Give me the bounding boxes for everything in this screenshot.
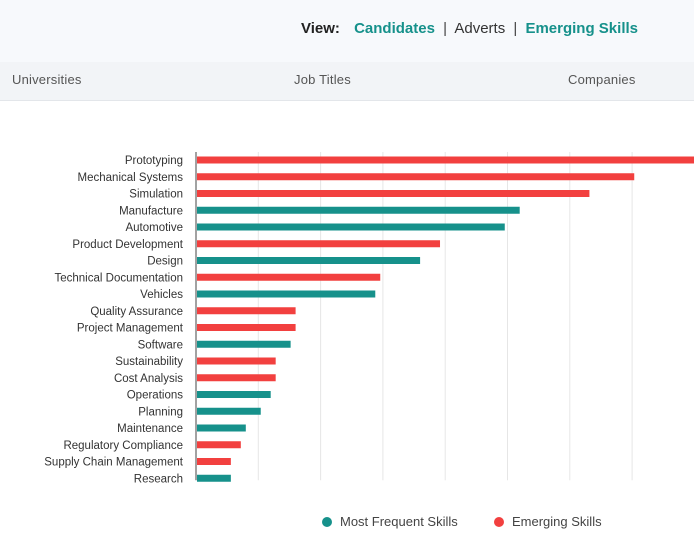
legend-dot-teal [322, 516, 332, 527]
bar[interactable] [197, 407, 261, 415]
bar[interactable] [197, 173, 635, 181]
category-label: Quality Assurance [90, 306, 183, 318]
category-tabs: Universities Job Titles Companies [0, 62, 694, 101]
category-label: Research [134, 473, 183, 485]
view-label: View: [300, 20, 340, 37]
category-label: Sustainability [115, 356, 183, 368]
view-separator: | [513, 20, 518, 37]
bar[interactable] [197, 324, 296, 331]
legend-label-emerging: Emerging Skills [512, 514, 602, 529]
tab-companies[interactable]: Companies [568, 72, 636, 87]
legend-dot-red [494, 516, 504, 527]
view-option-candidates[interactable]: Candidates [354, 20, 435, 37]
view-switcher: View: Candidates | Adverts | Emerging Sk… [301, 20, 638, 37]
legend-item-emerging: Emerging Skills [494, 514, 602, 529]
category-label: Prototyping [125, 155, 183, 167]
category-label: Technical Documentation [55, 272, 184, 284]
category-label: Project Management [77, 323, 184, 335]
category-label: Supply Chain Management [44, 457, 184, 469]
bar[interactable] [197, 458, 231, 465]
category-label: Simulation [129, 189, 183, 201]
bar[interactable] [197, 307, 296, 315]
bar[interactable] [197, 374, 276, 382]
category-label: Software [138, 339, 183, 351]
category-label: Cost Analysis [114, 373, 183, 385]
bar[interactable] [197, 357, 276, 365]
bar[interactable] [197, 290, 376, 298]
bar[interactable] [197, 156, 694, 164]
chart-legend: Most Frequent Skills Emerging Skills [0, 514, 694, 534]
tab-universities[interactable]: Universities [12, 72, 82, 87]
bar[interactable] [197, 424, 246, 432]
category-label: Maintenance [117, 423, 183, 435]
category-label: Operations [127, 390, 184, 402]
category-label: Mechanical Systems [78, 172, 184, 184]
legend-label-most-frequent: Most Frequent Skills [340, 514, 458, 529]
view-option-emerging-skills[interactable]: Emerging Skills [525, 20, 638, 37]
bar[interactable] [197, 340, 291, 348]
bar[interactable] [197, 474, 231, 482]
bar[interactable] [197, 190, 590, 197]
category-label: Manufacture [119, 205, 183, 217]
category-label: Automotive [125, 222, 183, 234]
view-bar: View: Candidates | Adverts | Emerging Sk… [0, 0, 694, 62]
category-label: Design [147, 256, 183, 268]
bar[interactable] [197, 257, 421, 264]
view-option-adverts[interactable]: Adverts [454, 20, 506, 37]
category-label: Product Development [72, 239, 183, 251]
bar[interactable] [197, 206, 520, 214]
bar[interactable] [197, 240, 441, 248]
bar[interactable] [197, 273, 381, 281]
legend-item-most-frequent: Most Frequent Skills [322, 514, 458, 529]
bar[interactable] [197, 391, 271, 398]
bar[interactable] [197, 223, 505, 231]
view-separator: | [443, 20, 447, 37]
category-label: Vehicles [140, 289, 183, 301]
category-label: Planning [138, 406, 183, 418]
tab-job-titles[interactable]: Job Titles [294, 72, 351, 87]
category-label: Regulatory Compliance [63, 440, 183, 452]
skills-bar-chart: Prototyping Mechanical Systems Simulation M… [44, 152, 694, 485]
bar[interactable] [197, 441, 241, 449]
